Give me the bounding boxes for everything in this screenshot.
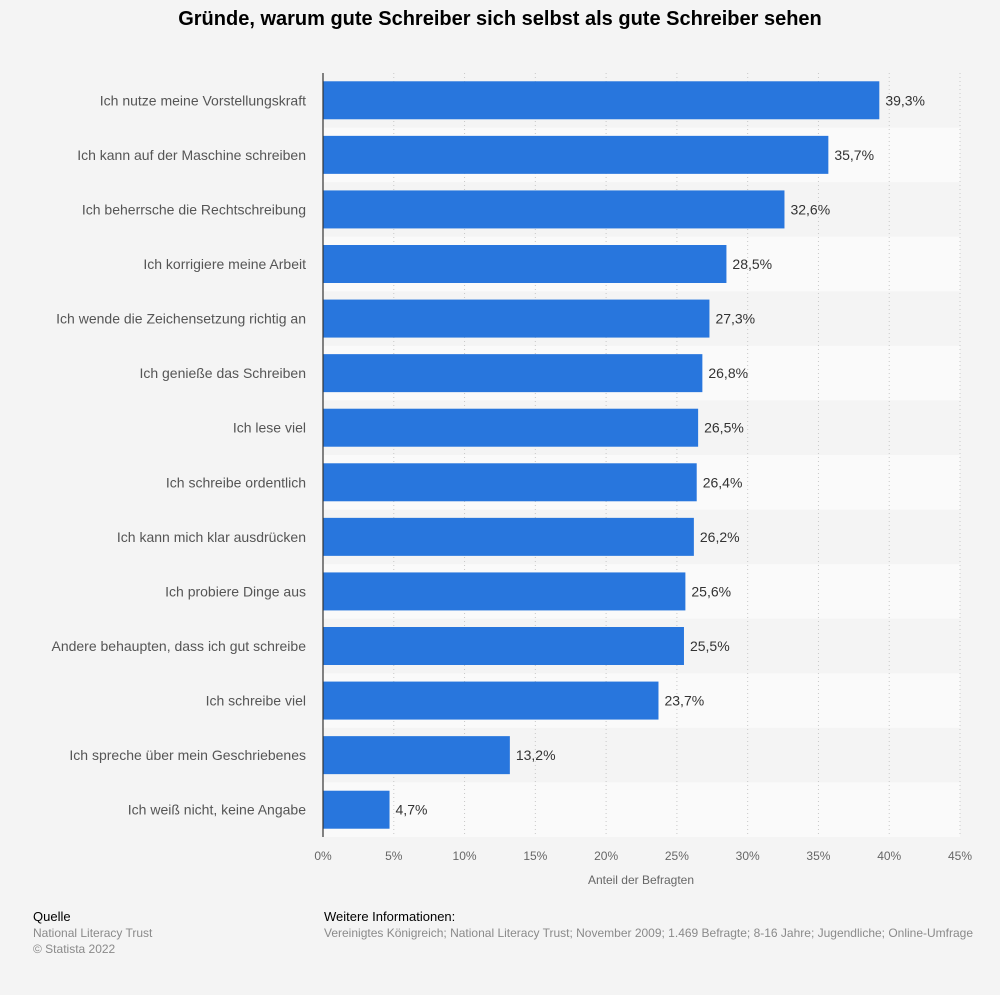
x-tick-label: 10% xyxy=(453,849,477,863)
info-block: Weitere Informationen: Vereinigtes König… xyxy=(324,909,973,941)
copyright-line: © Statista 2022 xyxy=(33,942,116,956)
x-tick-labels: 0% 5% 10% 15% 20% 25% 30% 35% 40% 45% xyxy=(314,849,972,863)
x-tick-label: 5% xyxy=(385,849,403,863)
bar xyxy=(323,354,703,393)
x-tick-label: 20% xyxy=(594,849,618,863)
bar-chart: Ich nutze meine Vorstellungskraft Ich kan… xyxy=(51,73,972,887)
bar xyxy=(323,790,390,829)
category-label: Ich schreibe viel xyxy=(206,693,306,709)
category-label: Ich korrigiere meine Arbeit xyxy=(143,256,306,272)
x-tick-label: 35% xyxy=(806,849,830,863)
value-label: 32,6% xyxy=(790,201,830,217)
x-tick-label: 40% xyxy=(877,849,901,863)
bar xyxy=(323,517,694,556)
category-label: Ich kann auf der Maschine schreiben xyxy=(77,147,306,163)
bar xyxy=(323,627,684,665)
category-label: Ich genieße das Schreiben xyxy=(139,365,306,381)
value-label: 28,5% xyxy=(732,256,772,272)
value-label: 26,2% xyxy=(700,529,740,545)
category-label: Andere behaupten, dass ich gut schreibe xyxy=(51,638,306,654)
value-label: 39,3% xyxy=(885,92,925,108)
bar xyxy=(323,245,727,283)
x-tick-label: 25% xyxy=(665,849,689,863)
value-label: 26,4% xyxy=(703,474,743,490)
value-label: 26,5% xyxy=(704,420,744,436)
bar xyxy=(323,681,659,720)
bar xyxy=(323,463,697,502)
x-axis-title: Anteil der Befragten xyxy=(588,873,694,887)
value-label: 25,5% xyxy=(690,638,730,654)
row-stripe xyxy=(323,782,960,837)
bar xyxy=(323,299,710,338)
source-block: Quelle National Literacy Trust © Statist… xyxy=(33,909,152,957)
category-label: Ich probiere Dinge aus xyxy=(165,583,306,599)
category-label: Ich schreibe ordentlich xyxy=(166,474,306,490)
category-label: Ich weiß nicht, keine Angabe xyxy=(128,802,306,818)
x-tick-label: 0% xyxy=(314,849,332,863)
value-label: 23,7% xyxy=(664,693,704,709)
bar xyxy=(323,572,686,611)
value-label: 13,2% xyxy=(516,747,556,763)
category-label: Ich kann mich klar ausdrücken xyxy=(117,529,306,545)
bar xyxy=(323,135,829,174)
category-label: Ich lese viel xyxy=(233,420,306,436)
category-label: Ich spreche über mein Geschriebenes xyxy=(69,747,306,763)
bar xyxy=(323,190,785,229)
value-label: 27,3% xyxy=(715,311,755,327)
info-heading: Weitere Informationen: xyxy=(324,909,456,924)
bar xyxy=(323,81,880,120)
bar xyxy=(323,736,510,775)
x-tick-label: 45% xyxy=(948,849,972,863)
bar xyxy=(323,408,699,447)
value-labels: 39,3% 35,7% 32,6% 28,5% 27,3% 26,8% 26,5% 26,4%… xyxy=(396,92,925,817)
category-label: Ich nutze meine Vorstellungskraft xyxy=(100,92,306,108)
category-label: Ich wende die Zeichensetzung richtig an xyxy=(56,311,306,327)
category-label: Ich beherrsche die Rechtschreibung xyxy=(82,201,306,217)
source-line: National Literacy Trust xyxy=(33,926,153,940)
chart-title: Gründe, warum gute Schreiber sich selbst… xyxy=(178,8,822,30)
x-tick-label: 15% xyxy=(523,849,547,863)
category-labels: Ich nutze meine Vorstellungskraft Ich kan… xyxy=(51,92,306,817)
x-tick-label: 30% xyxy=(736,849,760,863)
value-label: 35,7% xyxy=(834,147,874,163)
value-label: 25,6% xyxy=(691,583,731,599)
bars xyxy=(323,81,880,829)
value-label: 26,8% xyxy=(708,365,748,381)
value-label: 4,7% xyxy=(396,802,428,818)
source-heading: Quelle xyxy=(33,909,71,924)
info-text: Vereinigtes Königreich; National Literac… xyxy=(324,926,974,940)
